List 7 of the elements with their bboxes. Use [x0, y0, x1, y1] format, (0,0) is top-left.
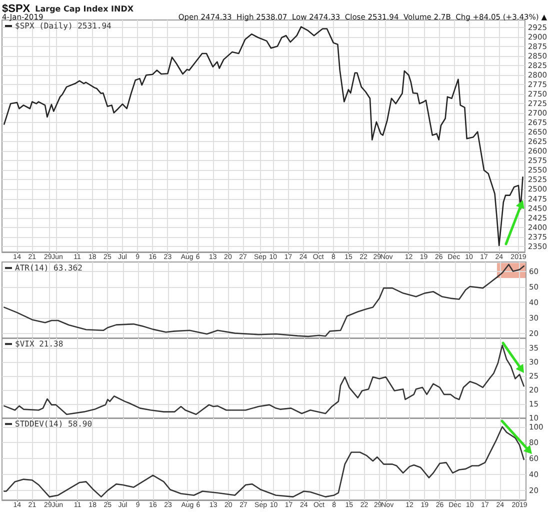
legend-label: ATR(14) 63.362 — [15, 264, 83, 272]
legend-label: $SPX (Daily) 2531.94 — [15, 22, 112, 30]
line-series — [4, 426, 524, 498]
chart-subtitle: Large Cap Index INDX — [35, 4, 134, 14]
chart-title: $SPX — [2, 3, 31, 15]
legend-label: $VIX 21.38 — [15, 340, 64, 348]
legend-label: STDDEV(14) 58.90 — [15, 420, 92, 428]
